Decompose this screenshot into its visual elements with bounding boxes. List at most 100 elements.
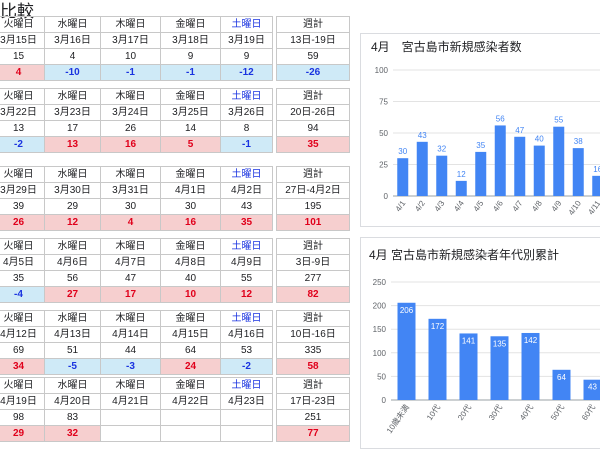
- data-label: 47: [515, 126, 524, 135]
- day-weekday-cell: 金曜日: [161, 89, 221, 105]
- total-row-label: 週計: [277, 239, 350, 255]
- day-count-cell: 13: [0, 121, 45, 137]
- total-row-label: 週計: [277, 311, 350, 327]
- day-date-cell: 3月15日: [0, 33, 45, 49]
- total-row-range: 27日-4月2日: [277, 183, 350, 199]
- day-weekday-cell: 土曜日: [221, 239, 273, 255]
- total-row-count: 335: [277, 343, 350, 359]
- week-row-weekday: 火曜日水曜日木曜日金曜日土曜日: [0, 311, 273, 327]
- y-tick-label: 25: [379, 161, 388, 170]
- day-diff-cell: -1: [221, 137, 273, 153]
- week-total-range-cell: 27日-4月2日: [277, 183, 350, 199]
- data-label: 16: [593, 165, 600, 174]
- week-total-label-cell: 週計: [277, 311, 350, 327]
- total-row-label: 週計: [277, 89, 350, 105]
- day-diff-cell: 32: [45, 426, 101, 442]
- day-weekday-cell: 金曜日: [161, 378, 221, 394]
- chart-title: 4月 宮古島市新規感染者年代別累計: [369, 247, 559, 262]
- day-weekday-cell: 土曜日: [221, 89, 273, 105]
- day-weekday-cell: 水曜日: [45, 89, 101, 105]
- week-total-count-cell: 277: [277, 271, 350, 287]
- day-weekday-cell: 金曜日: [161, 17, 221, 33]
- total-row-count: 251: [277, 410, 350, 426]
- day-count-cell: 56: [45, 271, 101, 287]
- day-diff-cell: -1: [101, 65, 161, 81]
- day-diff-cell: -10: [45, 65, 101, 81]
- week-total-count-cell: 195: [277, 199, 350, 215]
- bar: [592, 176, 600, 196]
- day-count-cell: 8: [221, 121, 273, 137]
- total-row-count: 277: [277, 271, 350, 287]
- y-tick-label: 50: [379, 129, 388, 138]
- week-row-weekday: 火曜日水曜日木曜日金曜日土曜日: [0, 167, 273, 183]
- x-tick-label: 10歳未満: [384, 402, 411, 435]
- day-diff-cell: 29: [0, 426, 45, 442]
- total-row-label: 週計: [277, 17, 350, 33]
- day-date-cell: 4月12日: [0, 327, 45, 343]
- bar: [417, 142, 428, 196]
- day-weekday-cell: 水曜日: [45, 378, 101, 394]
- day-weekday-cell: 水曜日: [45, 17, 101, 33]
- day-count-cell: 40: [161, 271, 221, 287]
- day-count-cell: [221, 410, 273, 426]
- week-total-diff-cell: 77: [277, 426, 350, 442]
- data-label: 206: [400, 306, 414, 315]
- week-total-label-cell: 週計: [277, 89, 350, 105]
- day-date-cell: 3月24日: [101, 105, 161, 121]
- day-date-cell: 4月15日: [161, 327, 221, 343]
- week-row-weekday: 火曜日水曜日木曜日金曜日土曜日: [0, 89, 273, 105]
- x-tick-label: 4/8: [530, 199, 544, 214]
- total-row-count: 195: [277, 199, 350, 215]
- data-label: 30: [398, 147, 407, 156]
- day-weekday-cell: 木曜日: [101, 239, 161, 255]
- bar: [398, 303, 416, 400]
- day-count-cell: 47: [101, 271, 161, 287]
- day-count-cell: 4: [45, 49, 101, 65]
- week-row-weekday: 火曜日水曜日木曜日金曜日土曜日: [0, 17, 273, 33]
- x-tick-label: 4/11: [586, 199, 600, 217]
- week-total-count-cell: 94: [277, 121, 350, 137]
- week-row-weekday: 火曜日水曜日木曜日金曜日土曜日: [0, 378, 273, 394]
- bar: [514, 137, 525, 196]
- day-date-cell: 4月9日: [221, 255, 273, 271]
- x-tick-label: 30代: [486, 402, 504, 422]
- x-tick-label: 4/7: [511, 199, 525, 214]
- day-diff-cell: -4: [0, 287, 45, 303]
- day-diff-cell: 16: [161, 215, 221, 231]
- day-count-cell: 55: [221, 271, 273, 287]
- day-date-cell: 3月29日: [0, 183, 45, 199]
- x-tick-label: 4/4: [452, 199, 466, 214]
- y-tick-label: 250: [373, 278, 387, 287]
- total-row-range: 3日-9日: [277, 255, 350, 271]
- chart-title: 4月 宮古島市新規感染者数: [371, 39, 522, 54]
- bar: [495, 125, 506, 196]
- bar: [436, 156, 447, 196]
- y-tick-label: 100: [375, 66, 389, 75]
- data-label: 38: [574, 137, 583, 146]
- total-row-range: 17日-23日: [277, 394, 350, 410]
- day-diff-cell: [101, 426, 161, 442]
- week-total-diff-cell: 35: [277, 137, 350, 153]
- day-diff-cell: 5: [161, 137, 221, 153]
- age-group-chart-svg: 4月 宮古島市新規感染者年代別累計05010015020025020610歳未満…: [361, 238, 600, 448]
- day-date-cell: 4月16日: [221, 327, 273, 343]
- day-diff-cell: 27: [45, 287, 101, 303]
- day-count-cell: 17: [45, 121, 101, 137]
- total-row-diff: 35: [277, 137, 350, 153]
- y-tick-label: 0: [384, 192, 389, 201]
